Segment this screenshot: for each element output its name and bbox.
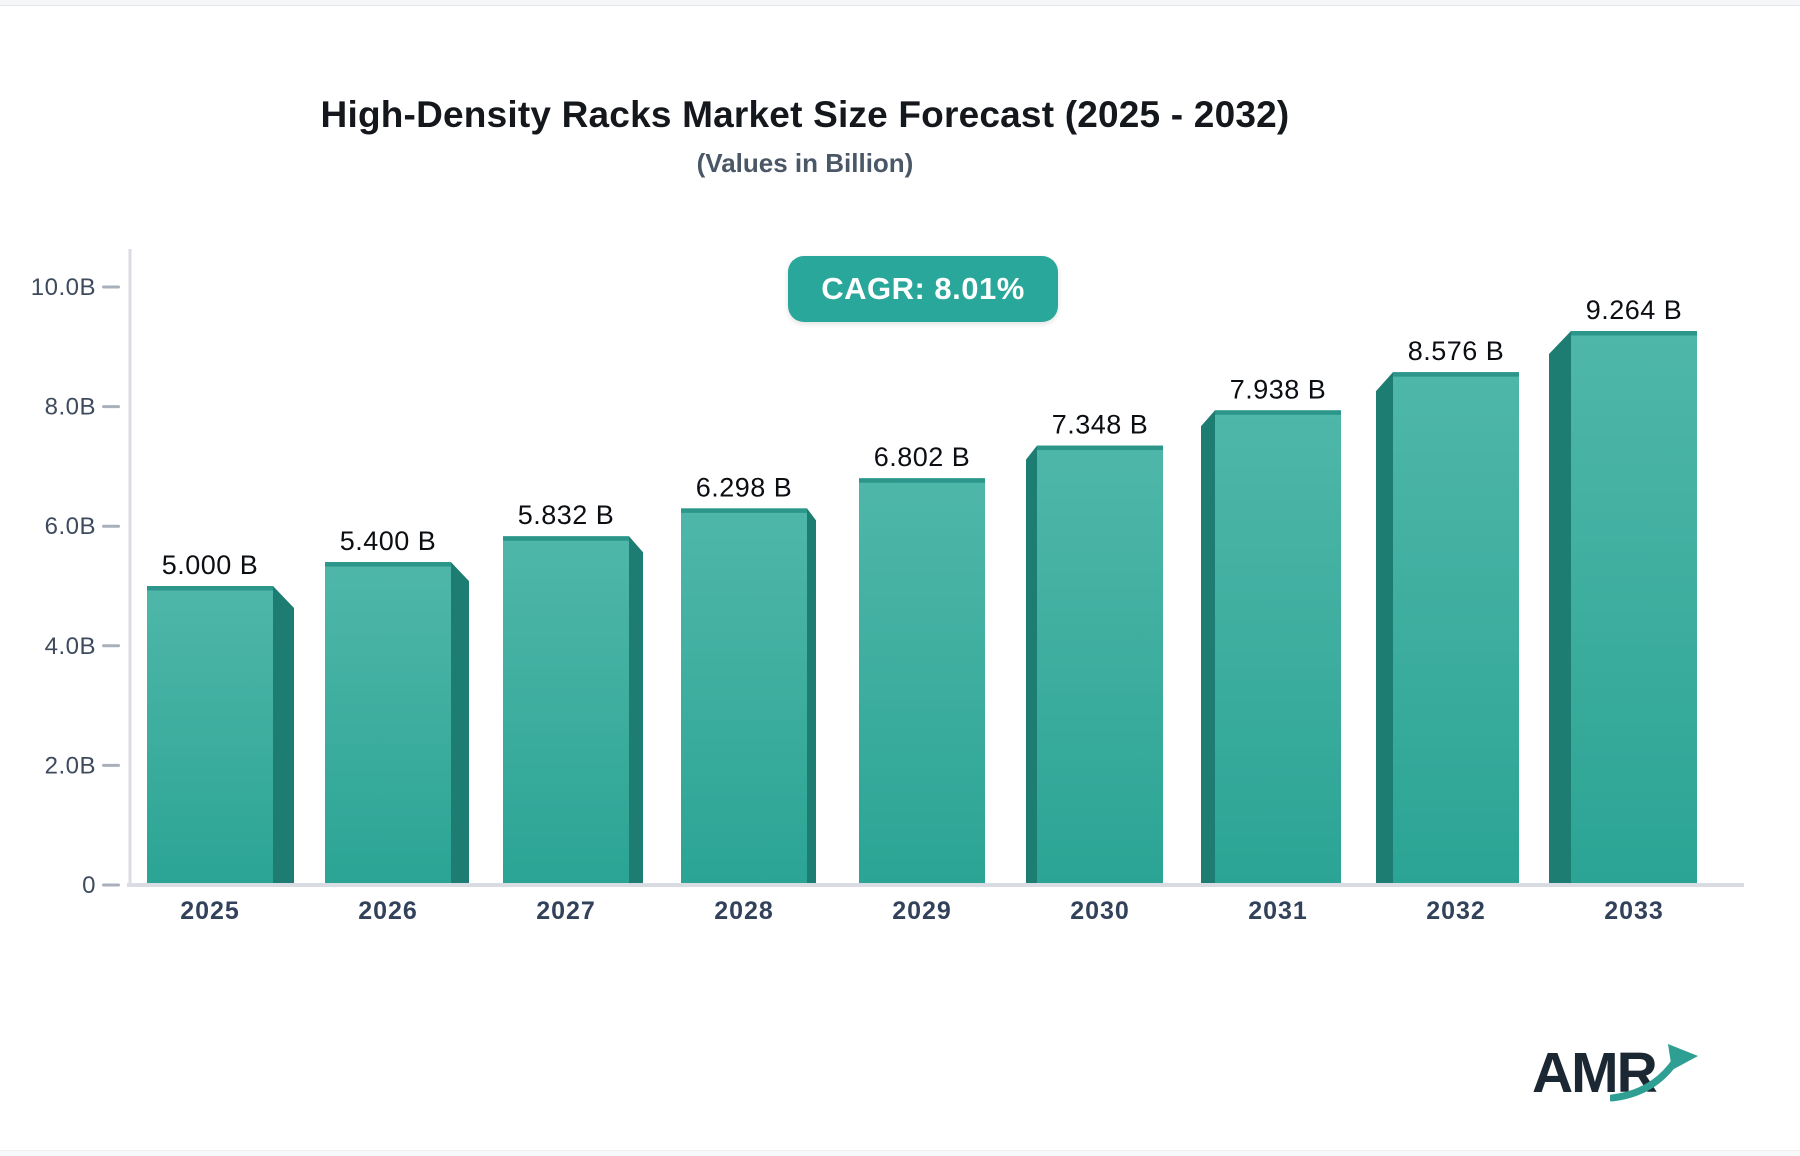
- bar-top-edge: [325, 562, 451, 567]
- bar-value-label: 7.348 B: [1052, 410, 1149, 440]
- bar-2025: 5.000 B 2025: [147, 550, 294, 925]
- x-axis-tick-label: 2031: [1248, 897, 1308, 925]
- growth-arrow-icon: [1610, 1044, 1698, 1102]
- bar-top-edge: [859, 478, 985, 483]
- bottom-border-strip: [0, 1150, 1800, 1156]
- bar-top-edge: [681, 508, 807, 513]
- bar-side-face: [1376, 372, 1393, 885]
- chart-title: High-Density Racks Market Size Forecast …: [320, 94, 1290, 135]
- bar-value-label: 5.832 B: [518, 500, 615, 530]
- bar-top-edge: [1215, 410, 1341, 415]
- y-tick-mark: [102, 405, 120, 409]
- cagr-badge: CAGR: 8.01%: [788, 256, 1058, 322]
- y-axis-line: [128, 249, 132, 887]
- bar-front-face: [1215, 410, 1341, 885]
- y-tick-mark: [102, 644, 120, 648]
- x-axis-tick-label: 2028: [714, 897, 774, 925]
- x-axis-tick-label: 2030: [1070, 897, 1130, 925]
- y-tick-mark: [102, 883, 120, 887]
- bar-value-label: 6.802 B: [874, 442, 971, 472]
- bar-top-edge: [1393, 372, 1519, 377]
- bar-front-face: [681, 508, 807, 885]
- bar-top-edge: [503, 536, 629, 541]
- y-axis-tick-label: 10.0B: [31, 274, 96, 301]
- x-axis-tick-label: 2033: [1604, 897, 1664, 925]
- y-axis-tick-label: 2.0B: [45, 752, 96, 779]
- bar-value-label: 5.400 B: [340, 526, 437, 556]
- bar-side-face: [1549, 331, 1571, 885]
- x-axis-tick-label: 2029: [892, 897, 952, 925]
- bar-front-face: [503, 536, 629, 885]
- y-axis-tick-label: 0: [82, 872, 96, 899]
- bar-top-edge: [1037, 445, 1163, 451]
- bar-value-label: 9.264 B: [1586, 295, 1683, 325]
- bar-2028: 6.298 B 2028: [681, 472, 816, 925]
- amr-logo: AMR: [1532, 1038, 1712, 1108]
- bar-value-label: 7.938 B: [1230, 374, 1327, 404]
- chart-subtitle: (Values in Billion): [696, 148, 914, 178]
- bar-front-face: [1393, 372, 1519, 885]
- x-axis-tick-label: 2032: [1426, 897, 1486, 925]
- top-border-strip: [0, 0, 1800, 6]
- bar-top-edge: [1571, 331, 1697, 336]
- bar-side-face: [807, 508, 816, 885]
- y-axis-tick-label: 6.0B: [45, 513, 96, 540]
- bar-front-face: [1571, 331, 1697, 885]
- bar-side-face: [629, 536, 643, 885]
- bar-value-label: 6.298 B: [696, 472, 793, 502]
- x-axis-tick-label: 2026: [358, 897, 418, 925]
- bar-front-face: [325, 562, 451, 885]
- bar-2027: 5.832 B 2027: [503, 500, 643, 925]
- bar-side-face: [1026, 445, 1037, 885]
- bar-2032: 8.576 B 2032: [1376, 336, 1519, 925]
- bar-top-edge: [147, 586, 273, 591]
- y-tick-mark: [102, 763, 120, 767]
- y-axis-tick-label: 8.0B: [45, 394, 96, 421]
- bar-side-face: [1201, 410, 1215, 885]
- y-axis-tick-label: 4.0B: [45, 633, 96, 660]
- bar-2026: 5.400 B 2026: [325, 526, 469, 925]
- y-tick-mark: [102, 285, 120, 289]
- bar-value-label: 5.000 B: [162, 550, 259, 580]
- bar-2030: 7.348 B 2030: [1026, 410, 1163, 925]
- bar-front-face: [859, 478, 985, 885]
- bar-front-face: [147, 586, 273, 885]
- bar-front-face: [1037, 445, 1163, 885]
- bar-2031: 7.938 B 2031: [1201, 374, 1341, 925]
- bar-value-label: 8.576 B: [1408, 336, 1505, 366]
- bar-side-face: [273, 586, 294, 885]
- y-tick-mark: [102, 524, 120, 528]
- bar-2033: 9.264 B 2033: [1549, 295, 1697, 925]
- x-axis-line: [127, 883, 1744, 887]
- x-axis-tick-label: 2025: [180, 897, 240, 925]
- bar-side-face: [451, 562, 469, 885]
- bar-2029: 6.802 B 2029: [859, 442, 985, 925]
- x-axis-tick-label: 2027: [536, 897, 596, 925]
